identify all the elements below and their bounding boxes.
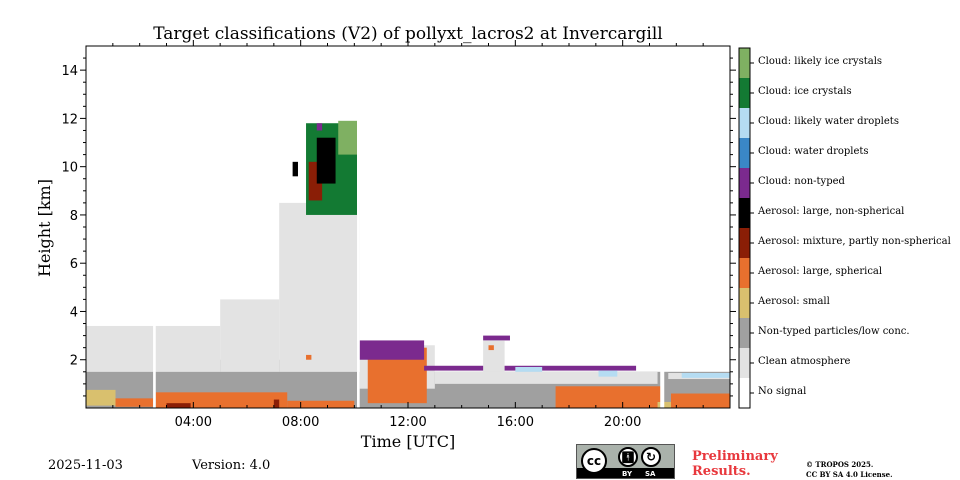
plot-area <box>86 46 730 408</box>
copyright-license: © TROPOS 2025. CC BY SA 4.0 License. <box>806 460 893 480</box>
class-region-aerosol-small <box>86 389 116 406</box>
colorbar-swatch <box>739 48 750 78</box>
x-tick-label: 08:00 <box>282 415 319 430</box>
legend-label: Aerosol: large, non-spherical <box>758 206 905 217</box>
preliminary-results-note: Preliminary Results. <box>692 449 778 479</box>
share-alike-icon: ↻ <box>641 447 661 467</box>
y-tick-label: 10 <box>61 161 78 176</box>
legend-label: Cloud: likely water droplets <box>758 116 899 127</box>
by-text: BY <box>622 470 633 478</box>
x-axis-label: Time [UTC] <box>360 432 456 451</box>
colorbar-swatch <box>739 108 750 138</box>
data-gap <box>660 46 665 408</box>
date-label: 2025-11-03 <box>48 458 123 473</box>
legend-label: Non-typed particles/low conc. <box>758 326 910 337</box>
class-region-clean-atmosphere <box>279 202 360 372</box>
class-region-cloud-non-typed <box>483 335 510 341</box>
legend-label: Clean atmosphere <box>758 356 851 367</box>
colorbar-frame <box>738 47 751 409</box>
colorbar-swatch <box>739 228 750 258</box>
class-region-aerosol-mixture-partly-non-spherical <box>273 399 280 408</box>
class-region-aerosol-large-spherical <box>670 393 730 408</box>
class-region-aerosol-large-spherical <box>287 400 355 408</box>
colorbar <box>738 47 754 409</box>
x-tick-label: 20:00 <box>604 415 641 430</box>
colorbar-swatch <box>739 198 750 228</box>
legend-label: Cloud: likely ice crystals <box>758 56 883 67</box>
legend-label: Cloud: water droplets <box>758 146 869 157</box>
x-tick-label: 16:00 <box>497 415 534 430</box>
sa-text: SA <box>645 470 656 478</box>
class-region-cloud-likely-ice-crystals <box>338 120 358 155</box>
x-tick-label: 12:00 <box>389 415 426 430</box>
class-region-clean-atmosphere <box>434 371 658 384</box>
y-tick-label: 2 <box>70 354 78 369</box>
copyright-line-1: © TROPOS 2025. <box>806 460 874 469</box>
y-tick-label: 6 <box>70 257 78 272</box>
y-tick-label: 14 <box>61 64 78 79</box>
class-region-clean-atmosphere <box>220 299 280 372</box>
class-region-aerosol-large-spherical <box>115 398 154 407</box>
class-region-aerosol-large-spherical <box>555 386 663 408</box>
legend-label: No signal <box>758 386 807 397</box>
colorbar-swatch <box>739 288 750 318</box>
class-region-aerosol-large-non-spherical <box>292 161 298 177</box>
colorbar-swatch <box>739 348 750 378</box>
cc-icon: cc <box>581 448 607 474</box>
preliminary-line-2: Results. <box>692 464 751 479</box>
legend-label: Aerosol: small <box>758 296 830 307</box>
by-person-icon: 🚹︎ <box>618 447 638 467</box>
cc-badge-bar <box>577 468 674 478</box>
legend-label: Cloud: non-typed <box>758 176 845 187</box>
legend-label: Aerosol: large, spherical <box>758 266 883 277</box>
class-region-clean-atmosphere <box>483 340 505 372</box>
y-tick-label: 4 <box>70 305 78 320</box>
class-region-aerosol-large-spherical <box>306 354 312 360</box>
class-region-cloud-likely-water-droplets <box>515 366 543 372</box>
y-axis-label: Height [km] <box>35 179 54 277</box>
cc-license-badge: cc 🚹︎ ↻ BY SA <box>576 444 675 479</box>
chart-title: Target classifications (V2) of pollyxt_l… <box>153 24 663 44</box>
data-gap <box>153 46 156 408</box>
colorbar-swatch <box>739 78 750 108</box>
class-region-aerosol-mixture-partly-non-spherical <box>166 403 191 408</box>
colorbar-swatch <box>739 378 750 408</box>
y-tick-label: 8 <box>70 209 78 224</box>
axes: 04:00 08:00 12:00 16:00 20:00 2 4 6 8 10 12 14 <box>61 40 736 430</box>
legend-label: Aerosol: mixture, partly non-spherical <box>758 236 951 247</box>
colorbar-swatch <box>739 258 750 288</box>
colorbar-swatch <box>739 138 750 168</box>
preliminary-line-1: Preliminary <box>692 449 778 464</box>
copyright-line-2: CC BY SA 4.0 License. <box>806 470 893 479</box>
y-tick-label: 12 <box>61 112 78 127</box>
x-tick-label: 04:00 <box>175 415 212 430</box>
colorbar-swatch <box>739 318 750 348</box>
version-label: Version: 4.0 <box>192 458 271 473</box>
class-region-cloud-non-typed <box>316 123 323 131</box>
class-region-cloud-non-typed <box>359 340 425 360</box>
colorbar-swatch <box>739 168 750 198</box>
legend-label: Cloud: ice crystals <box>758 86 852 97</box>
class-region-cloud-likely-water-droplets <box>598 370 618 377</box>
class-region-cloud-likely-water-droplets <box>681 373 730 378</box>
class-region-aerosol-large-non-spherical <box>316 137 336 184</box>
data-gap <box>357 46 360 408</box>
class-region-aerosol-large-spherical <box>488 345 494 351</box>
